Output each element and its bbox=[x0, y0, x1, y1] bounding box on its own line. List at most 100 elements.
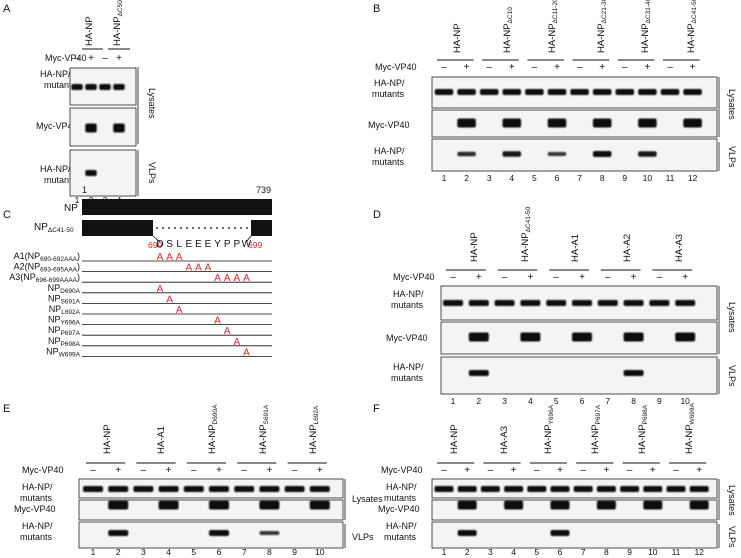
panel-letter-e: E bbox=[3, 403, 10, 415]
np-start-position: 1 bbox=[82, 185, 87, 195]
treatment-sign: + bbox=[650, 465, 656, 476]
treatment-sign: – bbox=[486, 62, 492, 73]
lane-number: 7 bbox=[577, 173, 582, 183]
myc-vp40-label: Myc-VP40 bbox=[22, 465, 64, 475]
lane-number: 8 bbox=[267, 547, 272, 557]
lane-number: 10 bbox=[643, 173, 653, 183]
treatment-sign: + bbox=[554, 62, 560, 73]
treatment-sign: – bbox=[90, 465, 96, 476]
sequence-residue: P bbox=[233, 239, 240, 250]
lane-heading: HA-A1 bbox=[570, 234, 581, 262]
blot-strip-vlp bbox=[431, 521, 718, 549]
band-np bbox=[71, 84, 83, 90]
treatment-sign: + bbox=[527, 272, 533, 283]
treatment-sign: + bbox=[464, 62, 470, 73]
row-label: Myc-VP40 bbox=[14, 504, 56, 514]
sequence-residue: E bbox=[205, 239, 212, 250]
treatment-sign: + bbox=[511, 465, 517, 476]
lane-number: 2 bbox=[116, 547, 121, 557]
band-vlp bbox=[259, 531, 280, 535]
treatment-sign: – bbox=[191, 465, 197, 476]
band-np bbox=[592, 89, 612, 95]
lane-number: 6 bbox=[217, 547, 222, 557]
band-np bbox=[83, 486, 103, 492]
treatment-sign: – bbox=[553, 272, 559, 283]
blot-strip-vlp bbox=[69, 149, 137, 197]
lane-heading: HA-NPΔC11-20 bbox=[547, 0, 559, 53]
panel-letter-b: B bbox=[373, 3, 380, 15]
right-residue-position: 699 bbox=[248, 240, 262, 250]
treatment-sign: – bbox=[102, 53, 108, 64]
sequence-residue: E bbox=[185, 239, 192, 250]
lane-number: 3 bbox=[502, 396, 507, 406]
blot-strip-myc bbox=[431, 109, 718, 138]
row-label: mutants bbox=[20, 493, 53, 503]
alanine-substitution: A bbox=[224, 326, 231, 337]
panel-d: D HA-NP HA-NPΔC41-50 HA-A1 HA-A2 HA-A3 M… bbox=[373, 206, 737, 406]
band-np bbox=[550, 486, 570, 492]
lane-heading: HA-NP bbox=[102, 424, 113, 454]
treatment-sign: + bbox=[579, 272, 585, 283]
lane-number: 7 bbox=[605, 396, 610, 406]
band-vlp bbox=[85, 170, 97, 176]
myc-vp40-label: Myc-VP40 bbox=[45, 53, 87, 63]
band-myc bbox=[572, 332, 592, 342]
lane-number: 1 bbox=[442, 173, 447, 183]
band-np bbox=[689, 486, 709, 492]
lane-number: 1 bbox=[91, 547, 96, 557]
band-myc bbox=[259, 500, 280, 510]
mutant-label: NPW699A bbox=[46, 346, 80, 358]
lane-number: 4 bbox=[511, 547, 516, 557]
band-np bbox=[457, 486, 477, 492]
lane-heading: HA-NPΔC41-50 bbox=[520, 206, 532, 262]
lane-number: 1 bbox=[75, 195, 80, 205]
lane-heading: HA-NPP698A bbox=[637, 404, 649, 454]
treatment-sign: – bbox=[241, 465, 247, 476]
band-vlp bbox=[547, 152, 567, 156]
treatment-sign: + bbox=[266, 465, 272, 476]
band-myc bbox=[520, 332, 541, 342]
lane-number: 12 bbox=[688, 173, 698, 183]
lane-number: 9 bbox=[622, 173, 627, 183]
band-myc bbox=[457, 118, 476, 128]
lane-number: 3 bbox=[141, 547, 146, 557]
row-label: Myc-VP40 bbox=[378, 504, 420, 514]
side-label-lysates: Lysates bbox=[727, 89, 737, 120]
band-np bbox=[209, 486, 229, 492]
alanine-substitution: A bbox=[166, 294, 173, 305]
band-myc bbox=[158, 500, 179, 510]
side-label-lysates: Lysates bbox=[727, 485, 737, 516]
lane-number: 4 bbox=[528, 396, 533, 406]
row-label: HA-NP/ bbox=[386, 521, 417, 531]
treatment-sign: + bbox=[696, 465, 702, 476]
myc-vp40-label: Myc-VP40 bbox=[375, 62, 417, 72]
lane-number: 8 bbox=[631, 396, 636, 406]
side-label-vlps: VLPs bbox=[147, 162, 157, 184]
alanine-substitution: A bbox=[157, 252, 164, 263]
row-label: Myc-VP40 bbox=[36, 121, 78, 131]
left-residue-position: 690 bbox=[148, 240, 162, 250]
row-label: HA-NP/ bbox=[374, 78, 405, 88]
treatment-sign: – bbox=[667, 62, 673, 73]
lane-number: 11 bbox=[666, 173, 675, 183]
np-delta-right-bar bbox=[251, 220, 272, 236]
mutant-label: NPP698A bbox=[48, 336, 81, 348]
lane-heading: HA-NPΔC50 bbox=[112, 0, 124, 46]
np-label: NP bbox=[64, 203, 78, 214]
row-label: HA-NP/ bbox=[393, 289, 424, 299]
row-label: HA-NP/ bbox=[374, 146, 405, 156]
treatment-sign: + bbox=[690, 62, 696, 73]
treatment-sign: – bbox=[74, 53, 80, 64]
treatment-sign: + bbox=[603, 465, 609, 476]
band-np bbox=[572, 300, 592, 306]
band-np bbox=[494, 300, 515, 306]
lane-heading: HA-NPD690A bbox=[207, 404, 219, 454]
blot-strip-vlp bbox=[431, 138, 718, 172]
band-np bbox=[615, 89, 635, 95]
mutant-label: NPP697A bbox=[48, 325, 81, 337]
band-myc bbox=[643, 500, 663, 510]
band-vlp bbox=[592, 151, 612, 157]
blot-strip-myc bbox=[69, 107, 137, 147]
band-myc bbox=[309, 500, 330, 510]
band-np bbox=[183, 486, 204, 492]
